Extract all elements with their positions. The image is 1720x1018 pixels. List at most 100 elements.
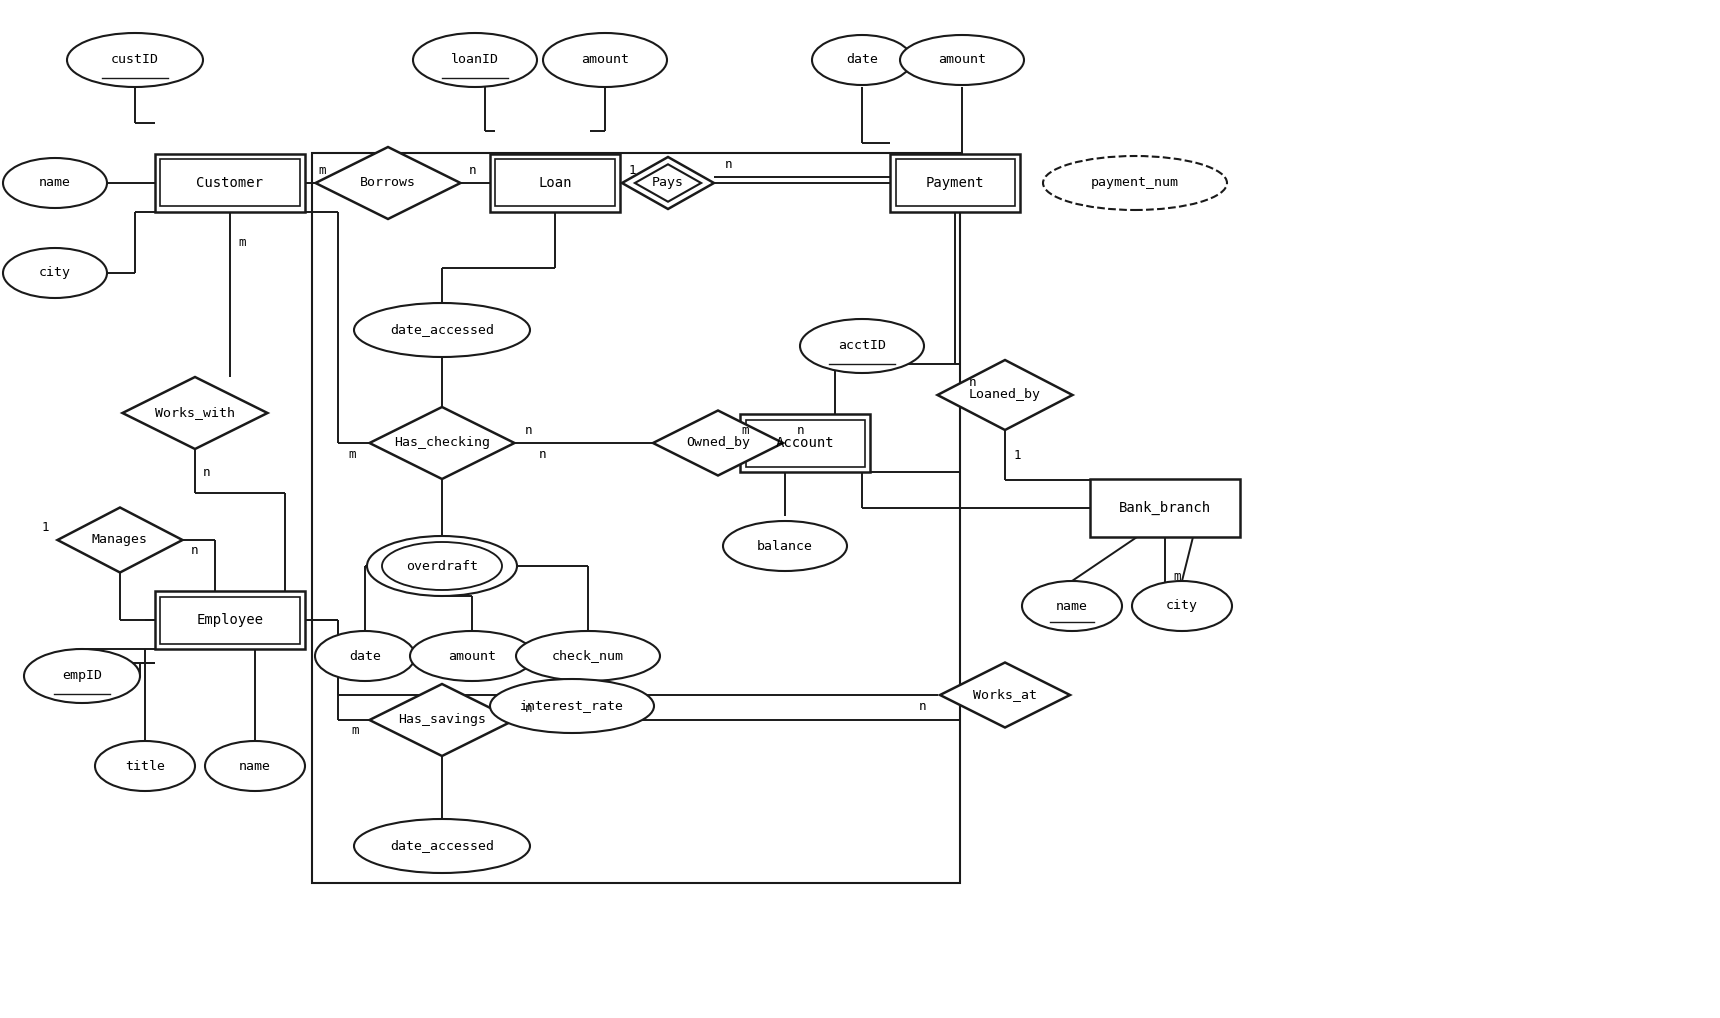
Text: m: m xyxy=(239,236,246,249)
Text: Employee: Employee xyxy=(196,613,263,627)
Text: 1: 1 xyxy=(41,521,48,534)
Text: n: n xyxy=(525,701,531,715)
Polygon shape xyxy=(315,147,461,219)
Text: m: m xyxy=(1173,569,1180,582)
Ellipse shape xyxy=(382,542,502,590)
Text: 1: 1 xyxy=(1013,450,1020,462)
Ellipse shape xyxy=(354,819,530,873)
Polygon shape xyxy=(122,377,268,449)
Bar xyxy=(311,153,960,883)
Text: Customer: Customer xyxy=(196,176,263,190)
Bar xyxy=(745,419,865,466)
Bar xyxy=(889,154,1020,212)
Text: m: m xyxy=(741,425,748,438)
Text: n: n xyxy=(468,165,476,177)
Polygon shape xyxy=(941,663,1070,728)
Text: title: title xyxy=(126,759,165,773)
Text: amount: amount xyxy=(447,649,495,663)
Text: Works_at: Works_at xyxy=(974,688,1037,701)
Polygon shape xyxy=(623,157,714,209)
Text: n: n xyxy=(203,466,212,479)
Text: name: name xyxy=(40,176,71,189)
Text: Manages: Manages xyxy=(91,533,148,547)
Polygon shape xyxy=(370,684,514,756)
Text: m: m xyxy=(351,725,359,737)
Ellipse shape xyxy=(315,631,415,681)
Polygon shape xyxy=(635,164,702,202)
Ellipse shape xyxy=(1042,156,1226,210)
Ellipse shape xyxy=(366,536,518,596)
Polygon shape xyxy=(654,410,783,475)
Bar xyxy=(896,160,1015,207)
Text: m: m xyxy=(318,165,325,177)
Text: 1: 1 xyxy=(628,165,636,177)
Text: date_accessed: date_accessed xyxy=(390,324,494,337)
Text: Loaned_by: Loaned_by xyxy=(968,389,1041,401)
Text: payment_num: payment_num xyxy=(1090,176,1178,189)
Text: date_accessed: date_accessed xyxy=(390,840,494,852)
Text: city: city xyxy=(1166,600,1199,613)
Bar xyxy=(490,154,619,212)
Text: Payment: Payment xyxy=(925,176,984,190)
Text: balance: balance xyxy=(757,540,814,553)
Ellipse shape xyxy=(409,631,533,681)
Text: interest_rate: interest_rate xyxy=(519,699,624,713)
Ellipse shape xyxy=(812,35,912,84)
Text: n: n xyxy=(918,699,925,713)
Polygon shape xyxy=(370,407,514,479)
Bar xyxy=(495,160,614,207)
Ellipse shape xyxy=(205,741,304,791)
Text: amount: amount xyxy=(937,54,986,66)
Text: loanID: loanID xyxy=(451,54,499,66)
Text: n: n xyxy=(724,159,731,171)
Bar xyxy=(160,597,299,643)
Polygon shape xyxy=(937,360,1073,430)
Text: acctID: acctID xyxy=(838,339,886,352)
Text: check_num: check_num xyxy=(552,649,624,663)
Text: amount: amount xyxy=(581,54,630,66)
Text: Works_with: Works_with xyxy=(155,406,236,419)
Text: Has_savings: Has_savings xyxy=(397,714,487,727)
Bar xyxy=(155,591,304,649)
Ellipse shape xyxy=(413,33,537,87)
Text: custID: custID xyxy=(112,54,158,66)
Ellipse shape xyxy=(3,158,107,208)
Text: date: date xyxy=(349,649,382,663)
Text: m: m xyxy=(347,449,356,461)
Ellipse shape xyxy=(800,319,924,373)
Text: Pays: Pays xyxy=(652,176,685,189)
Ellipse shape xyxy=(900,35,1023,84)
Text: overdraft: overdraft xyxy=(406,560,478,572)
Ellipse shape xyxy=(3,248,107,298)
Bar xyxy=(1090,479,1240,538)
Text: name: name xyxy=(1056,600,1089,613)
Text: Borrows: Borrows xyxy=(359,176,416,189)
Ellipse shape xyxy=(95,741,194,791)
Text: n: n xyxy=(538,449,545,461)
Polygon shape xyxy=(57,508,182,572)
Text: empID: empID xyxy=(62,670,101,682)
Ellipse shape xyxy=(354,303,530,357)
Ellipse shape xyxy=(67,33,203,87)
Ellipse shape xyxy=(490,679,654,733)
Ellipse shape xyxy=(24,649,139,703)
Text: n: n xyxy=(796,425,803,438)
Ellipse shape xyxy=(1022,581,1121,631)
Ellipse shape xyxy=(516,631,660,681)
Bar xyxy=(155,154,304,212)
Text: Account: Account xyxy=(776,436,834,450)
Bar xyxy=(160,160,299,207)
Text: date: date xyxy=(846,54,877,66)
Ellipse shape xyxy=(722,521,846,571)
Text: Bank_branch: Bank_branch xyxy=(1120,501,1211,515)
Text: Owned_by: Owned_by xyxy=(686,437,750,450)
Ellipse shape xyxy=(1132,581,1232,631)
Bar xyxy=(740,414,870,472)
Text: city: city xyxy=(40,267,71,280)
Text: n: n xyxy=(525,425,531,438)
Text: Has_checking: Has_checking xyxy=(394,437,490,450)
Text: n: n xyxy=(191,545,200,558)
Text: Loan: Loan xyxy=(538,176,571,190)
Text: n: n xyxy=(968,377,975,390)
Ellipse shape xyxy=(544,33,667,87)
